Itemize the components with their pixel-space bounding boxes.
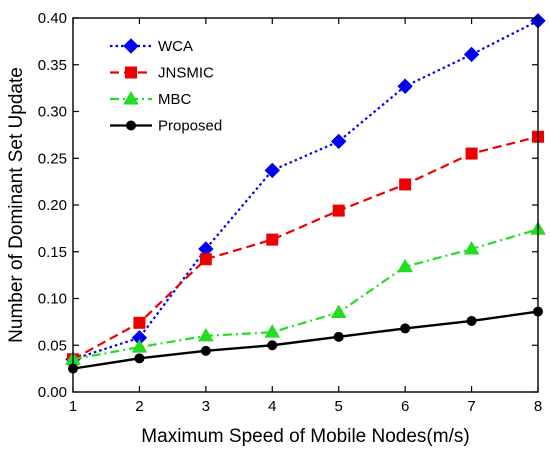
- y-tick-label: 0.10: [38, 291, 67, 308]
- data-point: [400, 323, 411, 334]
- legend-label: WCA: [158, 38, 193, 55]
- legend-entry: MBC: [110, 91, 192, 108]
- y-tick-label: 0.15: [38, 244, 67, 261]
- x-tick-label: 7: [467, 398, 475, 415]
- series-line: [72, 228, 539, 361]
- series-proposed: [68, 306, 543, 374]
- data-point: [134, 353, 145, 364]
- y-tick-label: 0.20: [38, 197, 67, 214]
- data-point: [199, 253, 212, 266]
- data-point: [331, 133, 347, 150]
- legend-label: MBC: [158, 91, 192, 108]
- x-tick-label: 6: [401, 398, 409, 415]
- y-tick-label: 0.05: [38, 337, 67, 354]
- x-tick-label: 3: [202, 398, 210, 415]
- data-point: [333, 331, 344, 342]
- data-point: [463, 46, 480, 63]
- y-axis-title: Number of Dominant Set Update: [6, 67, 27, 343]
- data-point: [330, 304, 347, 319]
- x-tick-label: 5: [335, 398, 343, 415]
- data-point: [463, 240, 480, 255]
- data-point: [133, 316, 146, 329]
- data-point: [200, 345, 211, 356]
- legend-marker: [125, 66, 137, 79]
- data-point: [397, 258, 414, 273]
- x-axis-title: Maximum Speed of Mobile Nodes(m/s): [141, 426, 469, 447]
- axis-layer: 1 2 3 4 5 6 7 8 0.00 0.05 0.10 0.15 0.20 0.25 0.30 0.35…: [38, 10, 542, 415]
- data-point: [131, 339, 148, 353]
- legend-label: JNSMIC: [158, 65, 214, 82]
- legend-label: Proposed: [158, 118, 222, 135]
- legend-marker: [123, 91, 139, 105]
- x-tick-label: 8: [534, 398, 542, 415]
- x-tick-label: 2: [135, 398, 143, 415]
- legend-entry: WCA: [110, 38, 193, 55]
- data-point: [264, 324, 281, 338]
- legend-entry: Proposed: [110, 118, 222, 135]
- data-point: [267, 340, 278, 351]
- legend-entry: JNSMIC: [110, 65, 214, 82]
- y-tick-label: 0.00: [38, 384, 67, 401]
- series-line: [72, 135, 539, 361]
- y-tick-label: 0.30: [38, 104, 67, 121]
- data-point: [399, 178, 412, 191]
- y-tick-label: 0.25: [38, 150, 67, 167]
- data-point: [197, 327, 214, 342]
- series-line: [72, 19, 539, 361]
- series-wca: [65, 13, 546, 367]
- data-point: [397, 78, 413, 94]
- data-point: [466, 315, 477, 326]
- data-point: [332, 204, 345, 217]
- x-tick-label: 4: [268, 398, 276, 415]
- data-point: [264, 162, 280, 179]
- series-mbc: [65, 221, 546, 365]
- series-line: [72, 310, 539, 370]
- y-tick-label: 0.35: [38, 57, 67, 74]
- data-point: [465, 147, 478, 160]
- y-tick-label: 0.40: [38, 10, 67, 27]
- x-tick-label: 1: [69, 398, 77, 415]
- legend: WCA JNSMIC MBC Proposed: [110, 38, 222, 135]
- legend-marker: [126, 120, 136, 131]
- data-point: [266, 233, 279, 246]
- legend-marker: [123, 38, 139, 54]
- series-layer: [65, 13, 546, 374]
